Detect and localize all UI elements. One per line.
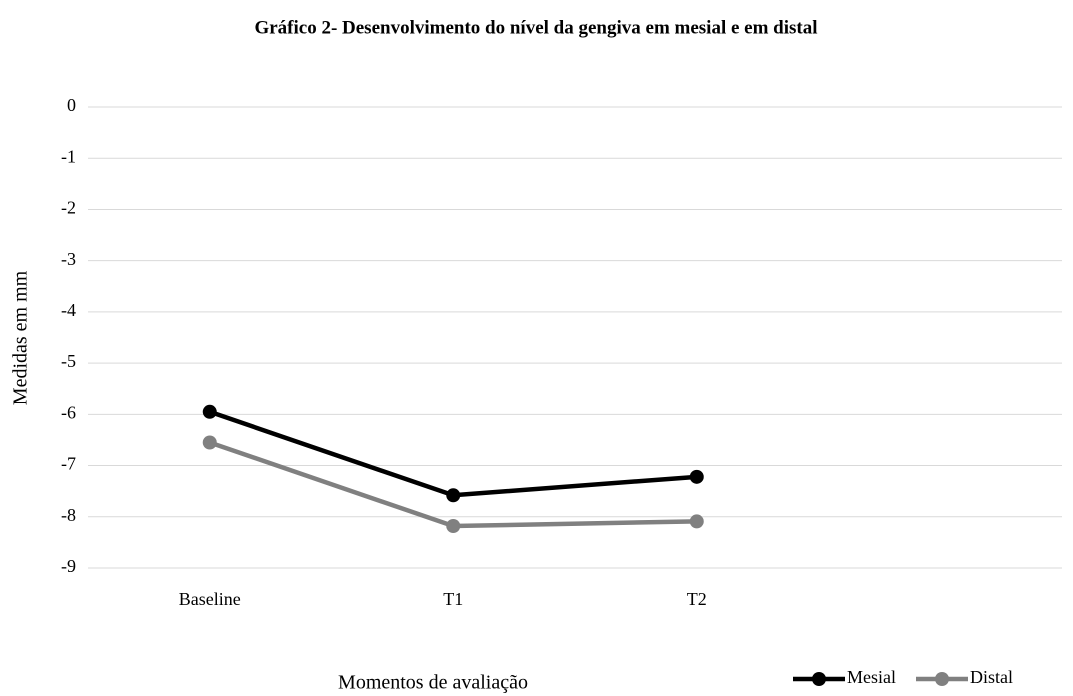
y-tick-label: -7: [61, 454, 76, 474]
x-tick-label: Baseline: [179, 589, 241, 609]
y-axis-title: Medidas em mm: [10, 270, 32, 405]
legend-marker: [935, 672, 949, 686]
y-tick-label: -4: [61, 300, 76, 320]
y-tick-label: -5: [61, 351, 76, 371]
y-tick-label: -1: [61, 146, 76, 166]
x-tick-label: T1: [443, 589, 463, 609]
y-tick-label: -8: [61, 505, 76, 525]
data-point: [446, 518, 461, 533]
data-point: [202, 404, 217, 419]
y-tick-label: -6: [61, 402, 76, 422]
y-tick-label: -3: [61, 249, 76, 269]
series-line: [209, 409, 697, 498]
legend-label: Distal: [970, 667, 1013, 687]
data-point: [689, 514, 704, 529]
chart-title: Gráfico 2- Desenvolvimento do nível da g…: [254, 17, 817, 38]
y-tick-label: -2: [61, 198, 76, 218]
y-tick-label: 0: [67, 95, 76, 115]
data-point: [446, 488, 461, 503]
x-tick-label: T2: [687, 589, 707, 609]
legend-label: Mesial: [847, 667, 896, 687]
data-point: [202, 435, 217, 450]
x-axis-title: Momentos de avaliação: [338, 672, 528, 694]
legend-marker: [812, 672, 826, 686]
data-point: [689, 469, 704, 484]
y-tick-label: -9: [61, 556, 76, 576]
